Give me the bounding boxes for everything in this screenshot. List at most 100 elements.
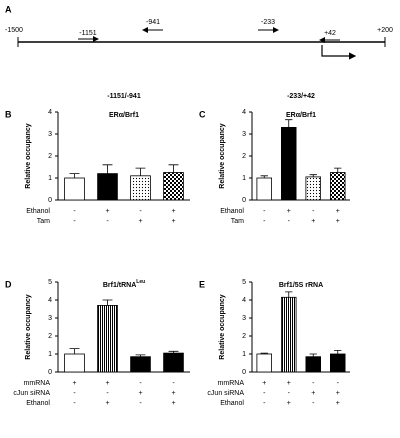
condition-sign: - — [288, 218, 291, 225]
y-tick-label: 3 — [242, 315, 246, 322]
condition-sign: + — [105, 380, 109, 387]
chart-title: Brf1/tRNALeu — [103, 279, 145, 289]
condition-label: Ethanol — [26, 400, 50, 407]
bar — [329, 353, 346, 373]
error-bar — [260, 175, 268, 178]
condition-sign: + — [287, 400, 291, 407]
y-tick-label: 1 — [48, 175, 52, 182]
chart-title: Brf1/5S rRNA — [279, 282, 323, 289]
error-bar — [69, 348, 80, 354]
condition-label: Ethanol — [220, 208, 244, 215]
condition-sign: - — [73, 400, 76, 407]
panel-label: D — [5, 279, 12, 289]
bar — [256, 353, 272, 373]
tss-arrow — [321, 45, 357, 60]
y-tick-label: 5 — [48, 279, 52, 286]
condition-sign: + — [105, 400, 109, 407]
title-text: Brf1/5S rRNA — [279, 282, 323, 289]
bar — [97, 173, 118, 201]
condition-sign: - — [73, 218, 76, 225]
chart-title: ERα/Brf1 — [109, 112, 139, 119]
error-bar — [102, 164, 113, 174]
y-tick-label: 0 — [48, 369, 52, 376]
condition-sign: - — [139, 400, 142, 407]
y-tick-label: 4 — [242, 297, 246, 304]
y-tick-label: 2 — [48, 153, 52, 160]
bar — [163, 352, 184, 373]
bar — [280, 127, 297, 201]
error-bar — [309, 174, 317, 177]
error-bar — [334, 350, 342, 354]
y-tick-label: 4 — [242, 109, 246, 116]
error-bar — [102, 299, 113, 306]
condition-sign: + — [105, 208, 109, 215]
bar — [163, 172, 184, 201]
error-bar — [135, 167, 146, 176]
condition-sign: - — [139, 208, 142, 215]
condition-sign: - — [263, 208, 266, 215]
bar — [256, 177, 272, 201]
y-tick-label: 1 — [242, 175, 246, 182]
y-tick-label: 0 — [48, 197, 52, 204]
condition-sign: - — [172, 380, 175, 387]
chart-title: ERα/Brf1 — [286, 112, 316, 119]
condition-label: Ethanol — [26, 208, 50, 215]
condition-sign: - — [263, 218, 266, 225]
y-tick-label: 4 — [48, 109, 52, 116]
error-bar — [334, 167, 342, 173]
y-axis-label: Relative occupancy — [25, 294, 32, 359]
title-text: ERα/Brf1 — [286, 112, 316, 119]
condition-sign: - — [263, 390, 266, 397]
bar — [64, 177, 85, 201]
y-tick-label: 4 — [48, 297, 52, 304]
condition-sign: + — [336, 208, 340, 215]
condition-sign: + — [72, 380, 76, 387]
error-bar — [309, 353, 317, 357]
condition-label: Ethanol — [220, 400, 244, 407]
condition-sign: + — [311, 218, 315, 225]
y-tick-label: 1 — [48, 351, 52, 358]
primer-label: +42 — [324, 30, 336, 37]
primer-label: -1151 — [79, 30, 96, 37]
bar — [97, 304, 118, 373]
condition-sign: - — [263, 400, 266, 407]
condition-label: mmRNA — [24, 380, 51, 387]
bar — [280, 296, 297, 373]
condition-sign: + — [336, 218, 340, 225]
error-bar — [285, 291, 293, 298]
condition-sign: - — [106, 390, 109, 397]
condition-label: Tam — [37, 218, 50, 225]
bar — [329, 172, 346, 201]
y-tick-label: 0 — [242, 369, 246, 376]
condition-sign: - — [139, 380, 142, 387]
condition-sign: + — [171, 218, 175, 225]
error-bar — [285, 119, 293, 128]
condition-sign: - — [288, 390, 291, 397]
error-bar — [260, 352, 268, 354]
condition-sign: - — [337, 380, 340, 387]
y-tick-label: 5 — [242, 279, 246, 286]
panel-label: C — [199, 109, 206, 119]
bar — [64, 353, 85, 373]
error-bar — [168, 350, 179, 354]
condition-sign: + — [336, 390, 340, 397]
y-tick-label: 2 — [48, 333, 52, 340]
y-axis-label: Relative occupancy — [219, 294, 226, 359]
y-tick-label: 0 — [242, 197, 246, 204]
condition-sign: + — [336, 400, 340, 407]
condition-sign: + — [311, 390, 315, 397]
condition-sign: - — [73, 390, 76, 397]
start-label: -1500 — [5, 27, 23, 34]
y-tick-label: 3 — [48, 131, 52, 138]
condition-sign: + — [171, 208, 175, 215]
condition-label: Tam — [231, 218, 244, 225]
panel-header: -233/+42 — [287, 93, 315, 100]
condition-sign: + — [138, 390, 142, 397]
bar — [305, 356, 321, 373]
condition-label: cJun siRNA — [13, 390, 50, 397]
panel-label: E — [199, 279, 205, 289]
condition-sign: + — [262, 380, 266, 387]
y-tick-label: 2 — [242, 153, 246, 160]
end-label: +200 — [377, 27, 393, 34]
